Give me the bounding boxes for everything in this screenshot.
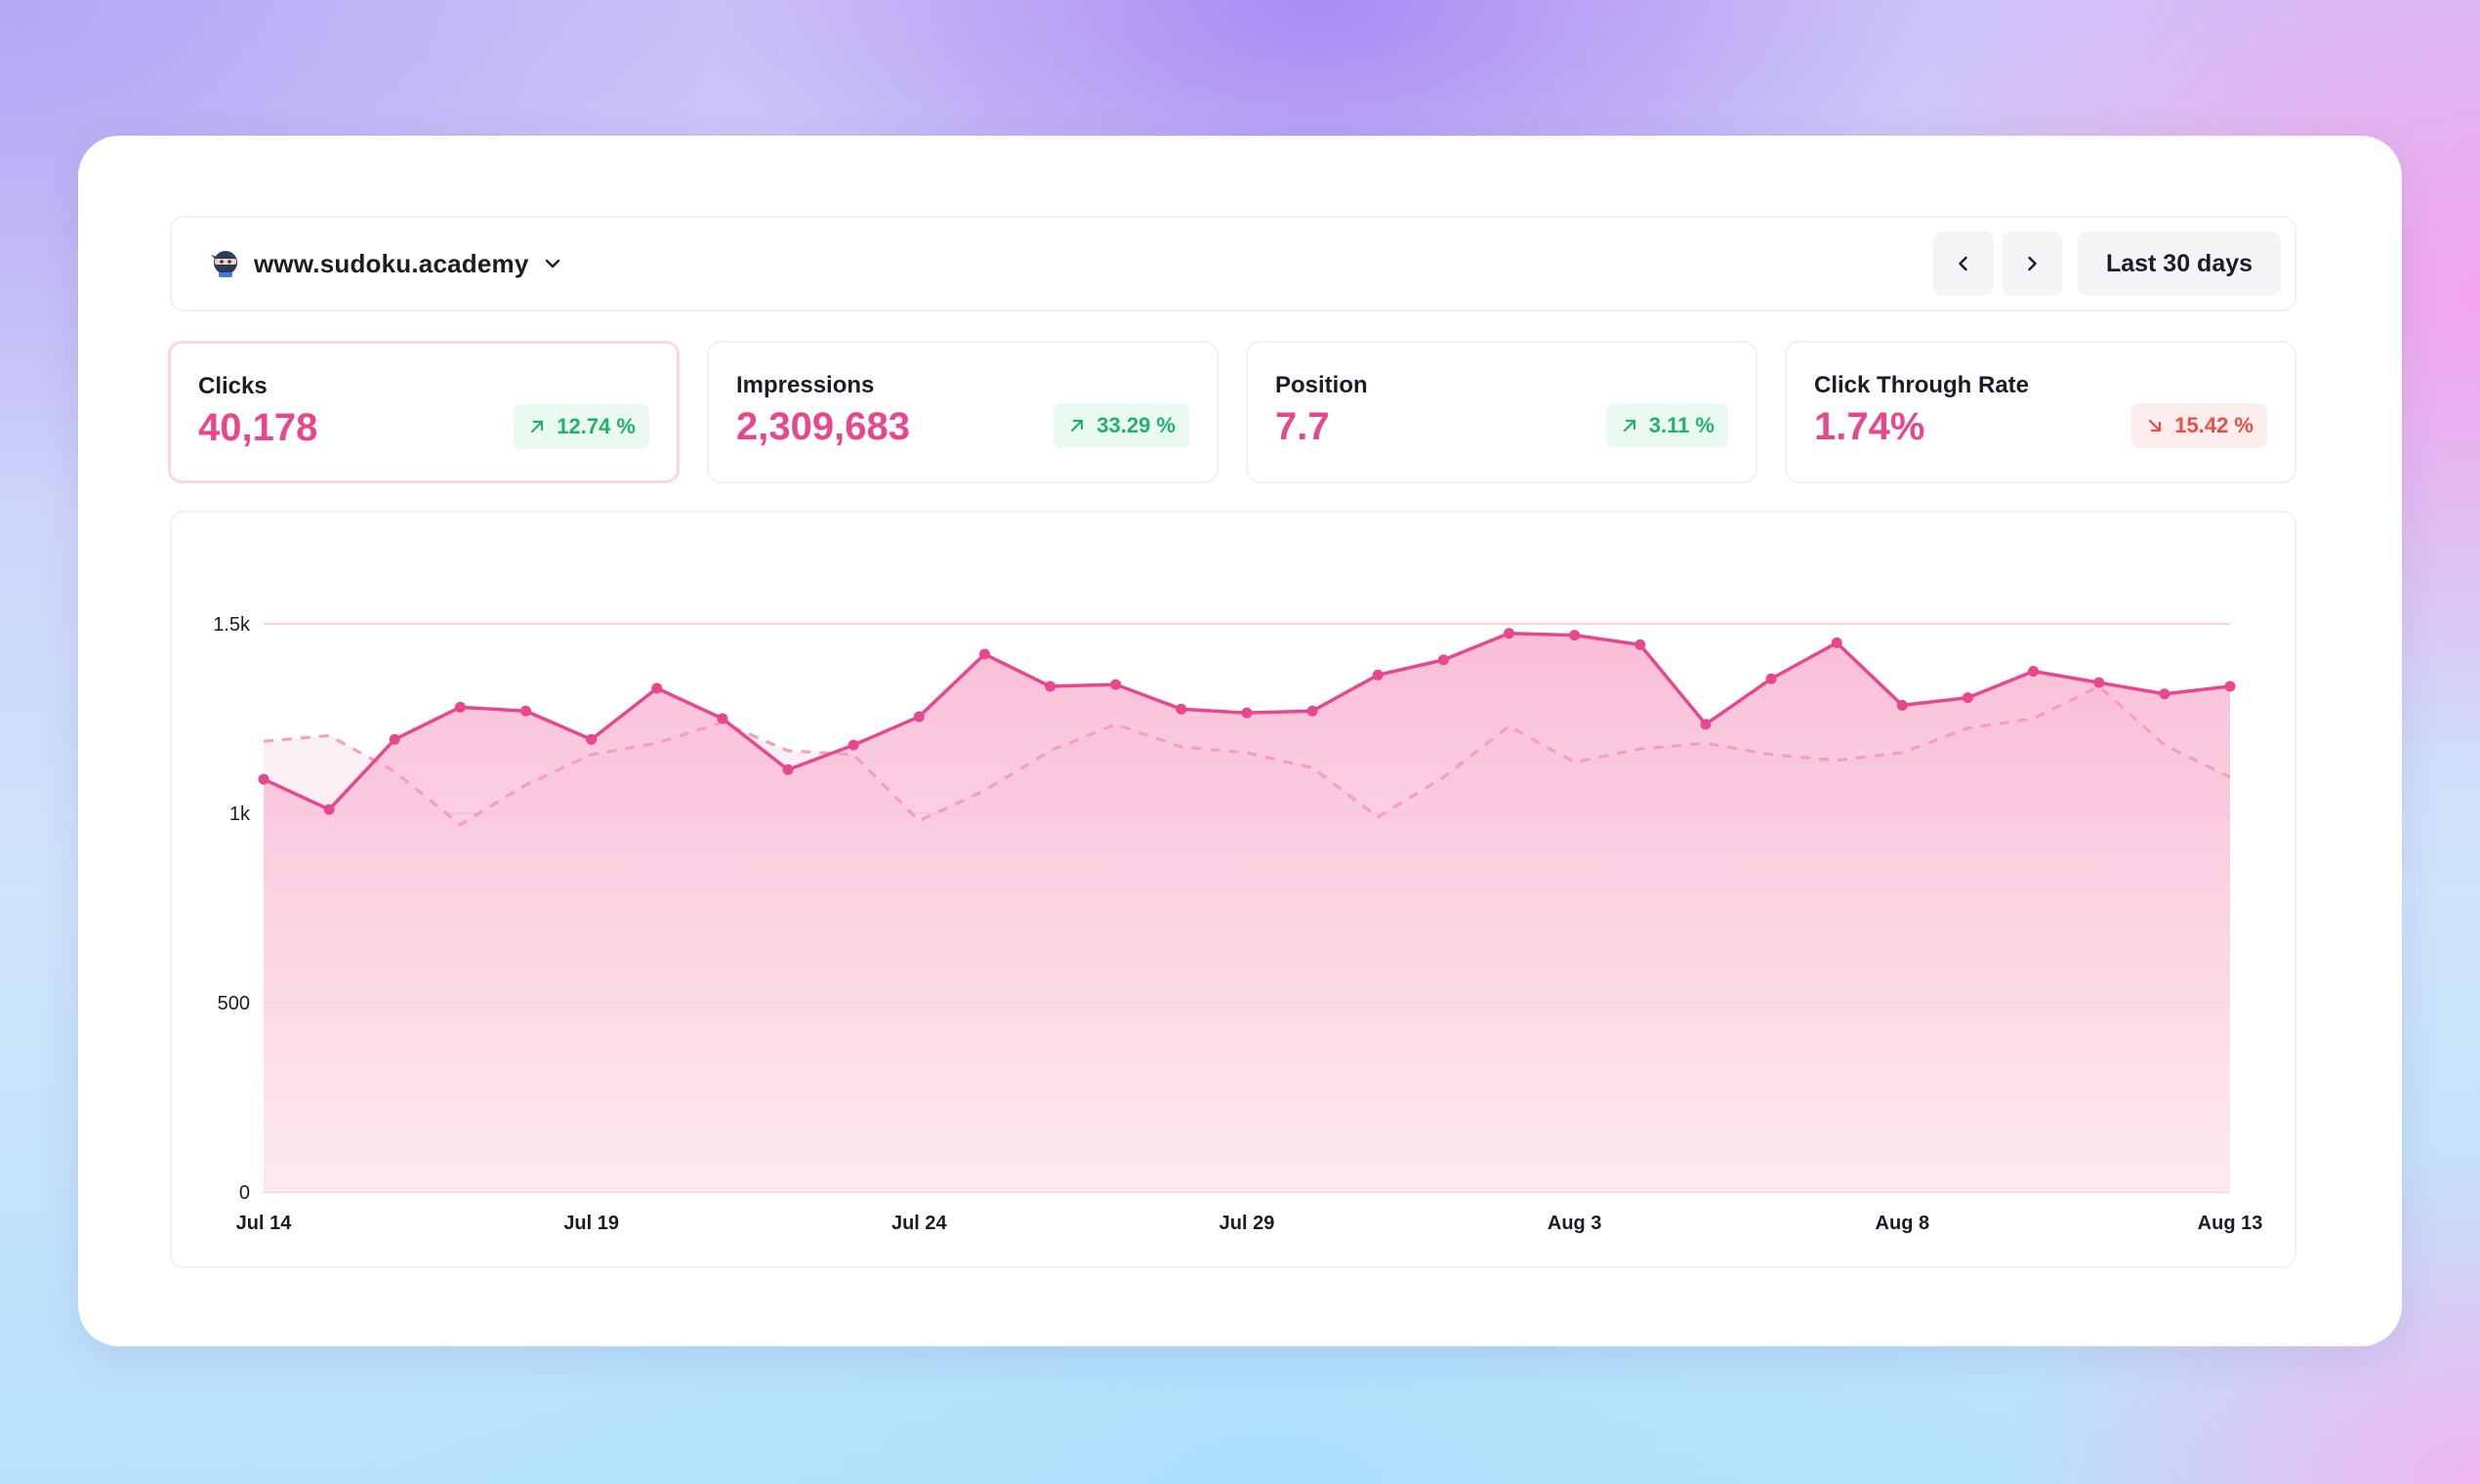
y-tick-label: 1.5k (213, 614, 251, 636)
data-point[interactable] (913, 711, 925, 722)
change-badge: 33.29 % (1054, 403, 1189, 448)
current-period-area (264, 633, 2230, 1192)
x-tick-label: Jul 29 (1219, 1213, 1275, 1234)
metric-label: Position (1275, 372, 1368, 398)
data-point[interactable] (1437, 654, 1449, 666)
arrow-up-right-icon (1623, 419, 1635, 433)
data-point[interactable] (1306, 705, 1318, 717)
data-point[interactable] (847, 739, 859, 751)
data-point[interactable] (1045, 680, 1056, 692)
metric-value: 1.74% (1814, 405, 1925, 448)
data-point[interactable] (2093, 677, 2105, 688)
change-value: 15.42 % (2174, 413, 2253, 437)
previous-period-line (263, 684, 2231, 827)
data-point[interactable] (782, 763, 794, 775)
date-range-button[interactable]: Last 30 days (2078, 231, 2281, 296)
chevron-down-icon (545, 259, 559, 268)
site-selector[interactable]: www.sudoku.academy (211, 218, 562, 309)
arrow-up-right-icon (531, 420, 544, 433)
metric-value: 2,309,683 (736, 405, 910, 448)
data-point[interactable] (586, 733, 598, 745)
data-point[interactable] (323, 804, 335, 815)
x-tick-label: Aug 13 (2198, 1213, 2263, 1234)
change-value: 12.74 % (557, 414, 636, 438)
data-point[interactable] (258, 773, 269, 785)
y-tick-label: 500 (218, 993, 250, 1014)
previous-period-button[interactable] (1933, 231, 1994, 296)
change-value: 3.11 % (1648, 413, 1715, 437)
arrow-up-right-icon (1071, 419, 1084, 433)
clicks-chart: 0 500 1k 1.5k Jul 14 Jul 19 Jul 24 Jul 29 Aug 3 A… (213, 614, 2263, 1234)
change-badge: 12.74 % (514, 404, 649, 449)
data-point[interactable] (1241, 707, 1253, 719)
data-point[interactable] (1896, 699, 1908, 711)
x-tick-label: Jul 14 (236, 1213, 293, 1234)
change-badge: 15.42 % (2131, 403, 2267, 448)
data-point[interactable] (2224, 680, 2236, 692)
data-point[interactable] (1700, 719, 1712, 730)
data-point[interactable] (2028, 666, 2040, 677)
metric-card-position[interactable]: Position 7.7 3.11 % (1246, 341, 1757, 483)
x-tick-label: Jul 24 (891, 1213, 948, 1234)
x-tick-label: Aug 3 (1548, 1213, 1602, 1234)
data-point[interactable] (454, 701, 466, 713)
next-period-button[interactable] (2002, 231, 2062, 296)
data-point[interactable] (1569, 630, 1581, 641)
data-point[interactable] (1110, 679, 1122, 690)
analytics-card: www.sudoku.academy Last 30 days Clicks 4… (78, 136, 2402, 1346)
data-point[interactable] (1765, 673, 1777, 684)
metric-value: 40,178 (198, 406, 318, 449)
ninja-icon (211, 251, 237, 277)
data-point[interactable] (717, 713, 728, 724)
metric-value: 7.7 (1275, 405, 1330, 448)
toolbar: www.sudoku.academy Last 30 days (170, 216, 2296, 311)
y-tick-label: 1k (229, 804, 251, 825)
metric-label: Click Through Rate (1814, 372, 2030, 398)
data-point[interactable] (2159, 688, 2170, 700)
x-tick-label: Aug 8 (1876, 1213, 1930, 1234)
chart-panel: 0 500 1k 1.5k Jul 14 Jul 19 Jul 24 Jul 29 Aug 3 A… (170, 511, 2296, 1268)
data-point[interactable] (1176, 703, 1187, 715)
change-value: 33.29 % (1096, 413, 1176, 437)
data-point[interactable] (978, 648, 990, 660)
metric-label: Impressions (736, 372, 875, 398)
data-point[interactable] (651, 682, 663, 694)
x-tick-label: Jul 19 (563, 1213, 619, 1234)
chevron-right-icon (2028, 256, 2037, 271)
metric-card-ctr[interactable]: Click Through Rate 1.74% 15.42 % (1785, 341, 2296, 483)
data-point[interactable] (1504, 628, 1515, 639)
data-point[interactable] (1962, 692, 1973, 704)
data-point[interactable] (1372, 669, 1384, 680)
change-badge: 3.11 % (1605, 403, 1728, 448)
metric-card-clicks[interactable]: Clicks 40,178 12.74 % (168, 341, 680, 483)
data-point[interactable] (520, 705, 532, 717)
y-tick-label: 0 (239, 1182, 250, 1204)
metric-label: Clicks (198, 373, 268, 399)
site-name: www.sudoku.academy (254, 248, 529, 278)
arrow-down-right-icon (2149, 419, 2162, 433)
data-point[interactable] (1831, 637, 1842, 648)
data-point[interactable] (389, 733, 400, 745)
chevron-left-icon (1959, 256, 1967, 271)
metric-card-impressions[interactable]: Impressions 2,309,683 33.29 % (707, 341, 1219, 483)
data-point[interactable] (1634, 639, 1646, 650)
